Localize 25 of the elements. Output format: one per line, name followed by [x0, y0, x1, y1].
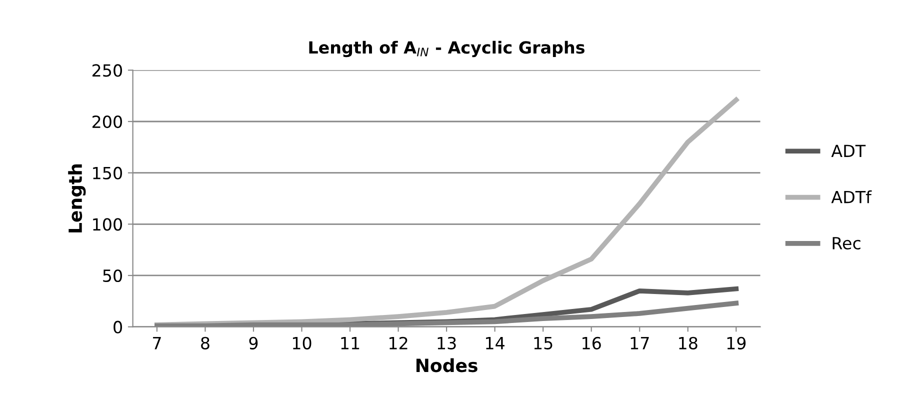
y-axis-title: Length: [68, 164, 86, 232]
x-tick-label: 17: [630, 337, 649, 350]
x-tick-label: 15: [534, 337, 552, 350]
x-axis-title: Nodes: [416, 358, 478, 372]
x-tick-label: 14: [486, 337, 504, 350]
x-tick-label: 16: [582, 336, 601, 350]
y-tick-label: 150: [93, 166, 122, 180]
y-tick-label: 100: [93, 218, 122, 231]
legend-label: ADT: [831, 144, 866, 157]
y-tick-label: 0: [114, 320, 122, 334]
x-tick-label: 7: [153, 337, 161, 350]
x-tick-label: 10: [292, 336, 312, 350]
x-tick-label: 9: [249, 336, 258, 350]
x-tick-label: 11: [341, 337, 360, 350]
x-tick-label: 8: [201, 336, 210, 350]
x-tick-label: 19: [727, 336, 746, 350]
chart-title: Length of A$_{IN}$ - Acyclic Graphs: [309, 40, 584, 58]
x-tick-label: 18: [679, 336, 698, 350]
y-tick-label: 200: [92, 115, 122, 128]
x-tick-label: 13: [438, 336, 456, 350]
legend-label: Rec: [832, 237, 860, 250]
y-tick-label: 50: [103, 269, 122, 282]
legend-label: ADTf: [831, 190, 872, 204]
x-tick-label: 12: [390, 336, 408, 350]
y-tick-label: 250: [92, 64, 122, 77]
